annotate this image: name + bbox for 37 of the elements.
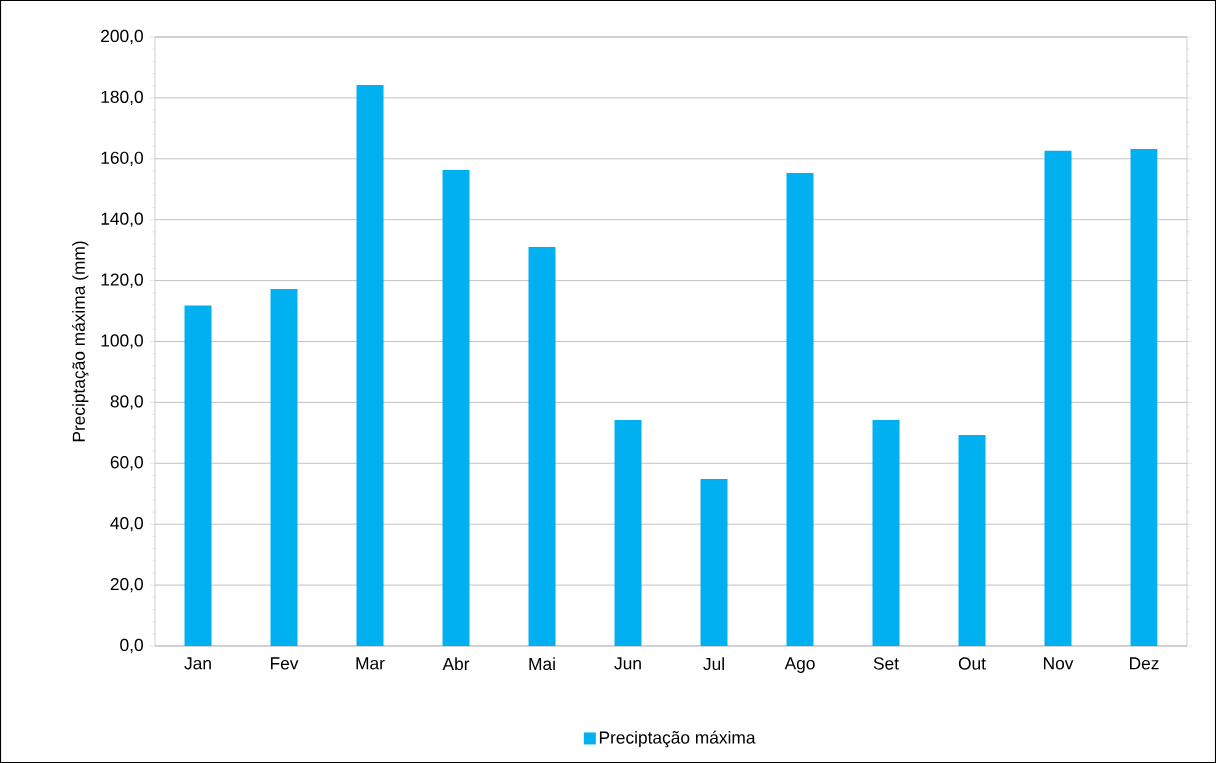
y-tick-label: 0,0 [120,638,143,654]
y-tick-label: 200,0 [101,29,143,45]
x-tick-label: Jul [703,657,724,671]
bar [442,170,470,646]
x-tick-label: Ago [784,657,815,673]
y-tick-label: 40,0 [110,517,143,532]
bar [356,85,384,646]
x-tick-label: Out [958,657,986,670]
x-tick-label: Mar [356,657,385,670]
bar [270,289,298,646]
bar [1044,150,1072,646]
y-tick-label: 60,0 [110,456,143,471]
y-tick-label: 120,0 [101,273,143,288]
y-axis-title: Preciptação máxima (mm) [72,241,89,442]
y-tick-label: 80,0 [110,395,143,410]
x-tick-label: Jan [184,657,211,670]
y-tick-label: 180,0 [101,90,143,106]
legend-label: Preciptação máxima [599,730,756,748]
x-tick-label: Fev [270,657,299,670]
y-tick-label: 100,0 [101,334,143,349]
x-tick-label: Abr [442,657,470,671]
y-tick-label: 20,0 [110,577,143,593]
bar [872,420,900,646]
y-tick-label: 140,0 [101,212,143,227]
bar [184,305,212,646]
bar [1130,149,1158,646]
bar [700,479,728,646]
x-tick-label: Mai [529,657,555,671]
y-tick-label: 160,0 [101,151,143,166]
bar [614,420,642,646]
x-tick-label: Jun [614,657,641,670]
bar [786,173,814,646]
bar [528,247,556,646]
x-tick-label: Set [873,657,899,670]
bar [958,434,986,646]
x-tick-label: Nov [1044,657,1074,670]
x-tick-label: Dez [1130,657,1159,670]
